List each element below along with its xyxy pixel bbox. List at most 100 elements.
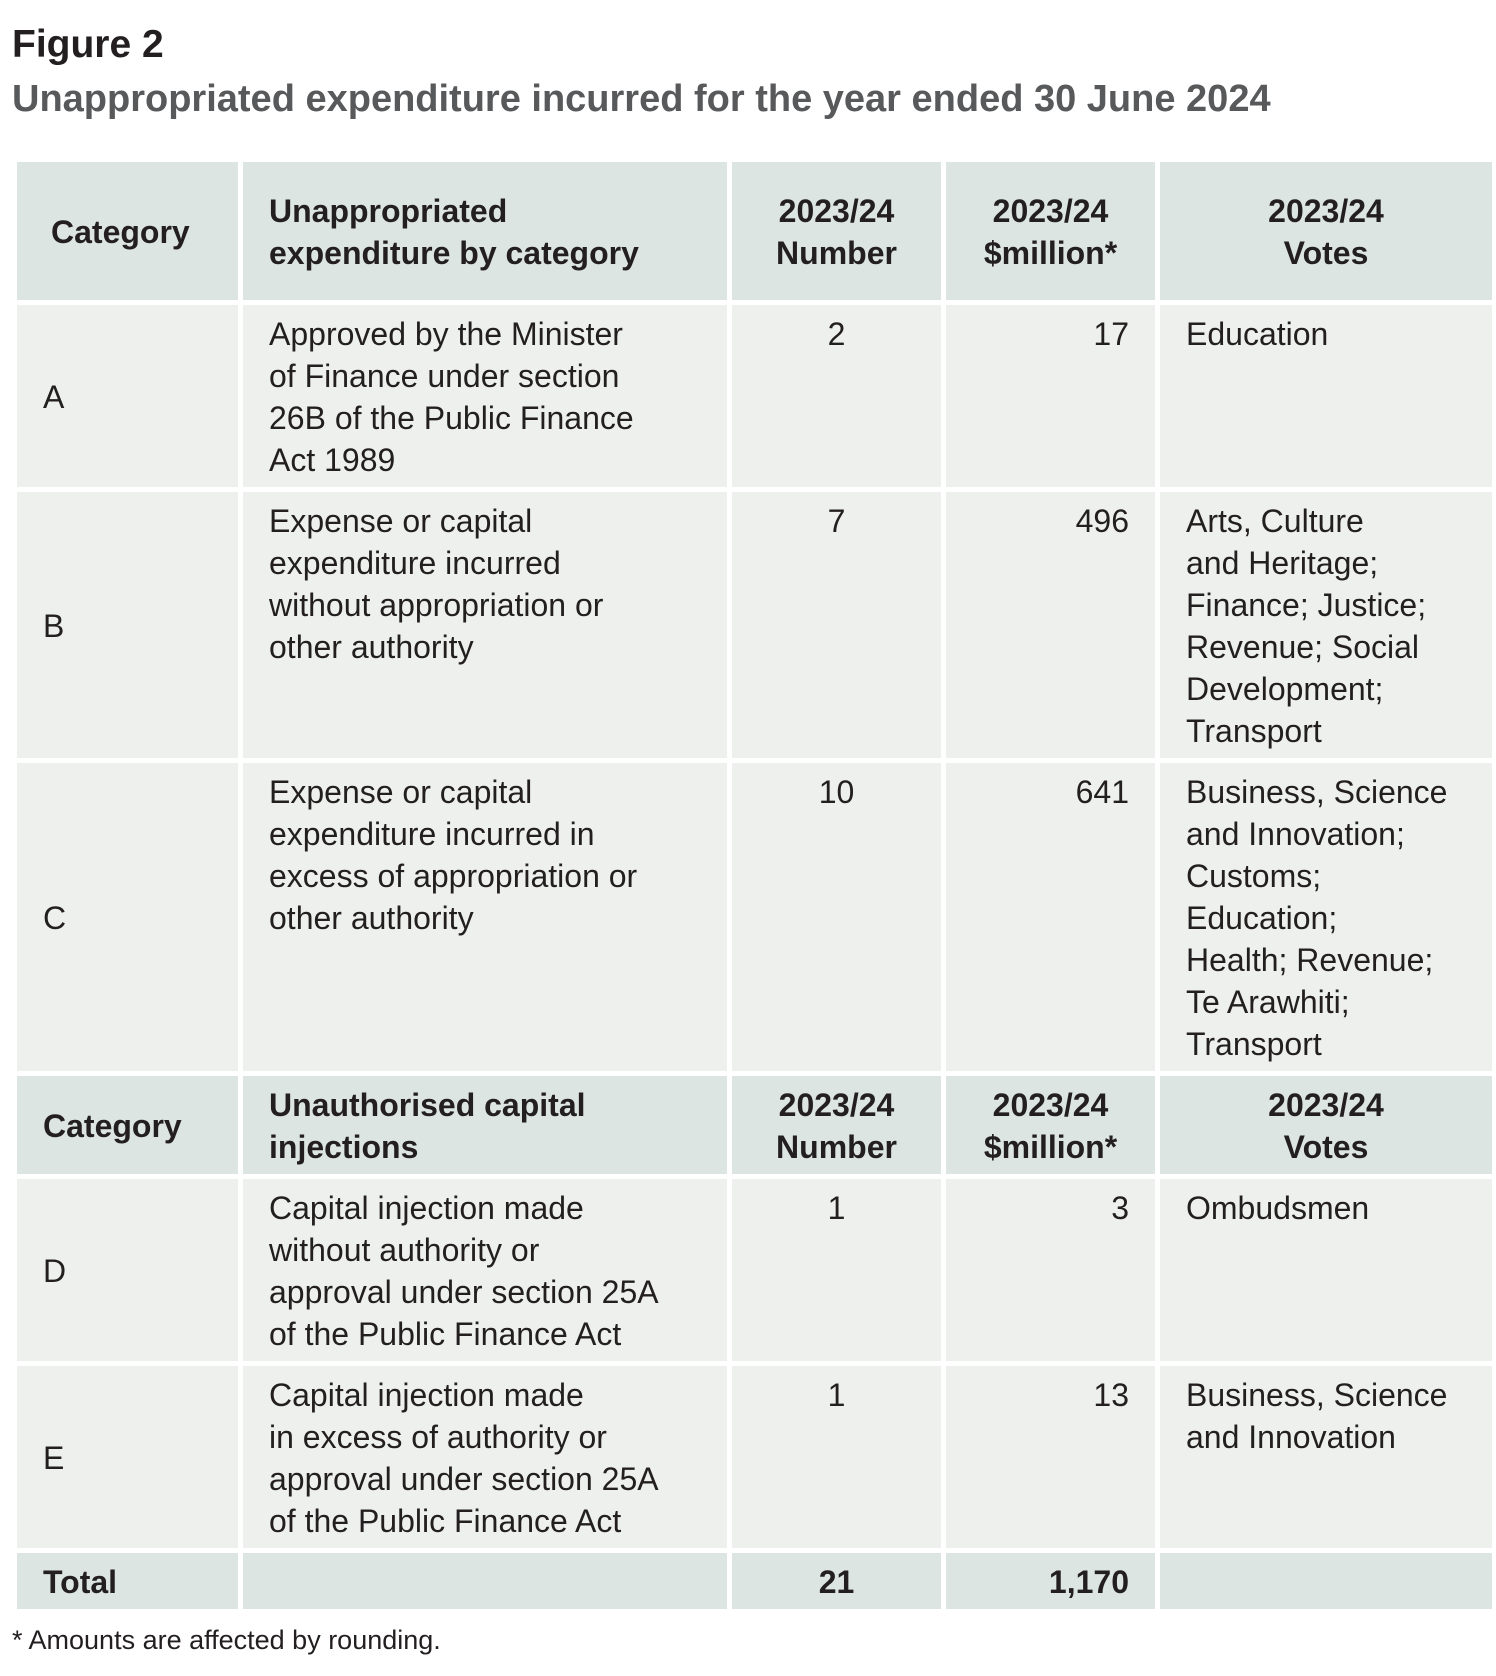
votes-line: Health; Revenue; xyxy=(1186,942,1434,978)
votes-line: and Innovation; xyxy=(1186,816,1405,852)
votes-line: Customs; xyxy=(1186,858,1322,894)
table-subheader-row: Category Unauthorised capital injections… xyxy=(17,1076,1492,1174)
votes-line: Education; xyxy=(1186,900,1338,936)
row-number: 1 xyxy=(732,1366,941,1548)
description-line: expenditure incurred xyxy=(269,545,561,581)
header-votes: 2023/24 Votes xyxy=(1160,162,1492,300)
description-line: other authority xyxy=(269,629,474,665)
votes-line: and Innovation xyxy=(1186,1419,1396,1455)
table-header-row: Category Unappropriated expenditure by c… xyxy=(17,162,1492,300)
table-row-e: E Capital injection made in excess of au… xyxy=(17,1366,1492,1548)
row-number: 2 xyxy=(732,305,941,487)
subheader-number-line: 2023/24 xyxy=(778,1087,895,1123)
row-votes: Arts, Culture and Heritage; Finance; Jus… xyxy=(1160,492,1492,758)
votes-line: Development; xyxy=(1186,671,1384,707)
header-number-line: 2023/24 xyxy=(778,193,895,229)
subheader-million-line: 2023/24 xyxy=(992,1087,1109,1123)
subheader-description: Unauthorised capital injections xyxy=(243,1076,727,1174)
table-total-row: Total 21 1,170 xyxy=(17,1553,1492,1609)
row-category: A xyxy=(17,305,238,487)
subheader-number: 2023/24 Number xyxy=(732,1076,941,1174)
votes-line: Arts, Culture xyxy=(1186,503,1364,539)
table-row-d: D Capital injection made without authori… xyxy=(17,1179,1492,1361)
footnote: * Amounts are affected by rounding. xyxy=(12,1625,441,1655)
row-votes: Business, Science and Innovation; Custom… xyxy=(1160,763,1492,1071)
subheader-number-line: Number xyxy=(776,1129,897,1165)
row-description: Capital injection made without authority… xyxy=(243,1179,727,1361)
description-line: Expense or capital xyxy=(269,774,533,810)
votes-line: Business, Science xyxy=(1186,774,1448,810)
votes-line: Education xyxy=(1186,316,1329,352)
votes-line: Transport xyxy=(1186,1026,1322,1062)
subheader-description-line: Unauthorised capital xyxy=(269,1087,586,1123)
total-number: 21 xyxy=(732,1553,941,1609)
row-votes: Business, Science and Innovation xyxy=(1160,1366,1492,1548)
description-line: excess of appropriation or xyxy=(269,858,638,894)
subheader-votes-line: 2023/24 xyxy=(1268,1087,1384,1123)
row-million: 3 xyxy=(946,1179,1155,1361)
subheader-category: Category xyxy=(17,1076,238,1174)
votes-line: Revenue; Social xyxy=(1186,629,1420,665)
header-description-line: Unappropriated xyxy=(269,193,508,229)
row-number: 10 xyxy=(732,763,941,1071)
description-line: without authority or xyxy=(269,1232,540,1268)
row-category: C xyxy=(17,763,238,1071)
total-million: 1,170 xyxy=(946,1553,1155,1609)
header-million: 2023/24 $million* xyxy=(946,162,1155,300)
row-million: 496 xyxy=(946,492,1155,758)
subheader-votes: 2023/24 Votes xyxy=(1160,1076,1492,1174)
description-line: without appropriation or xyxy=(269,587,604,623)
description-line: of Finance under section xyxy=(269,358,620,394)
total-votes-empty xyxy=(1160,1553,1492,1609)
row-category: B xyxy=(17,492,238,758)
description-line: of the Public Finance Act xyxy=(269,1503,622,1539)
header-million-line: $million* xyxy=(983,235,1118,271)
row-number: 7 xyxy=(732,492,941,758)
row-million: 17 xyxy=(946,305,1155,487)
votes-line: and Heritage; xyxy=(1186,545,1379,581)
expenditure-table: Category Unappropriated expenditure by c… xyxy=(12,157,1496,1614)
header-description: Unappropriated expenditure by category xyxy=(243,162,727,300)
row-number: 1 xyxy=(732,1179,941,1361)
header-votes-line: Votes xyxy=(1283,235,1369,271)
description-line: Act 1989 xyxy=(269,442,396,478)
table-row-b: B Expense or capital expenditure incurre… xyxy=(17,492,1492,758)
row-votes: Ombudsmen xyxy=(1160,1179,1492,1361)
header-category: Category xyxy=(17,162,238,300)
description-line: Approved by the Minister xyxy=(269,316,623,352)
header-million-line: 2023/24 xyxy=(992,193,1109,229)
votes-line: Finance; Justice; xyxy=(1186,587,1427,623)
row-description: Approved by the Minister of Finance unde… xyxy=(243,305,727,487)
header-number: 2023/24 Number xyxy=(732,162,941,300)
total-label: Total xyxy=(17,1553,238,1609)
figure-title: Unappropriated expenditure incurred for … xyxy=(12,78,1271,120)
description-line: Expense or capital xyxy=(269,503,533,539)
row-million: 13 xyxy=(946,1366,1155,1548)
row-category: E xyxy=(17,1366,238,1548)
votes-line: Ombudsmen xyxy=(1186,1190,1370,1226)
subheader-million-line: $million* xyxy=(983,1129,1118,1165)
description-line: Capital injection made xyxy=(269,1190,584,1226)
table-row-c: C Expense or capital expenditure incurre… xyxy=(17,763,1492,1071)
subheader-votes-line: Votes xyxy=(1283,1129,1369,1165)
description-line: 26B of the Public Finance xyxy=(269,400,634,436)
total-description-empty xyxy=(243,1553,727,1609)
row-category: D xyxy=(17,1179,238,1361)
description-line: of the Public Finance Act xyxy=(269,1316,622,1352)
figure-label: Figure 2 xyxy=(12,23,164,66)
description-line: expenditure incurred in xyxy=(269,816,595,852)
subheader-million: 2023/24 $million* xyxy=(946,1076,1155,1174)
description-line: approval under section 25A xyxy=(269,1461,659,1497)
description-line: approval under section 25A xyxy=(269,1274,659,1310)
header-votes-line: 2023/24 xyxy=(1268,193,1384,229)
row-votes: Education xyxy=(1160,305,1492,487)
header-description-line: expenditure by category xyxy=(269,235,639,271)
subheader-description-line: injections xyxy=(269,1129,419,1165)
description-line: other authority xyxy=(269,900,474,936)
row-description: Expense or capital expenditure incurred … xyxy=(243,763,727,1071)
description-line: Capital injection made xyxy=(269,1377,584,1413)
table-row-a: A Approved by the Minister of Finance un… xyxy=(17,305,1492,487)
votes-line: Transport xyxy=(1186,713,1322,749)
row-description: Capital injection made in excess of auth… xyxy=(243,1366,727,1548)
header-number-line: Number xyxy=(776,235,897,271)
